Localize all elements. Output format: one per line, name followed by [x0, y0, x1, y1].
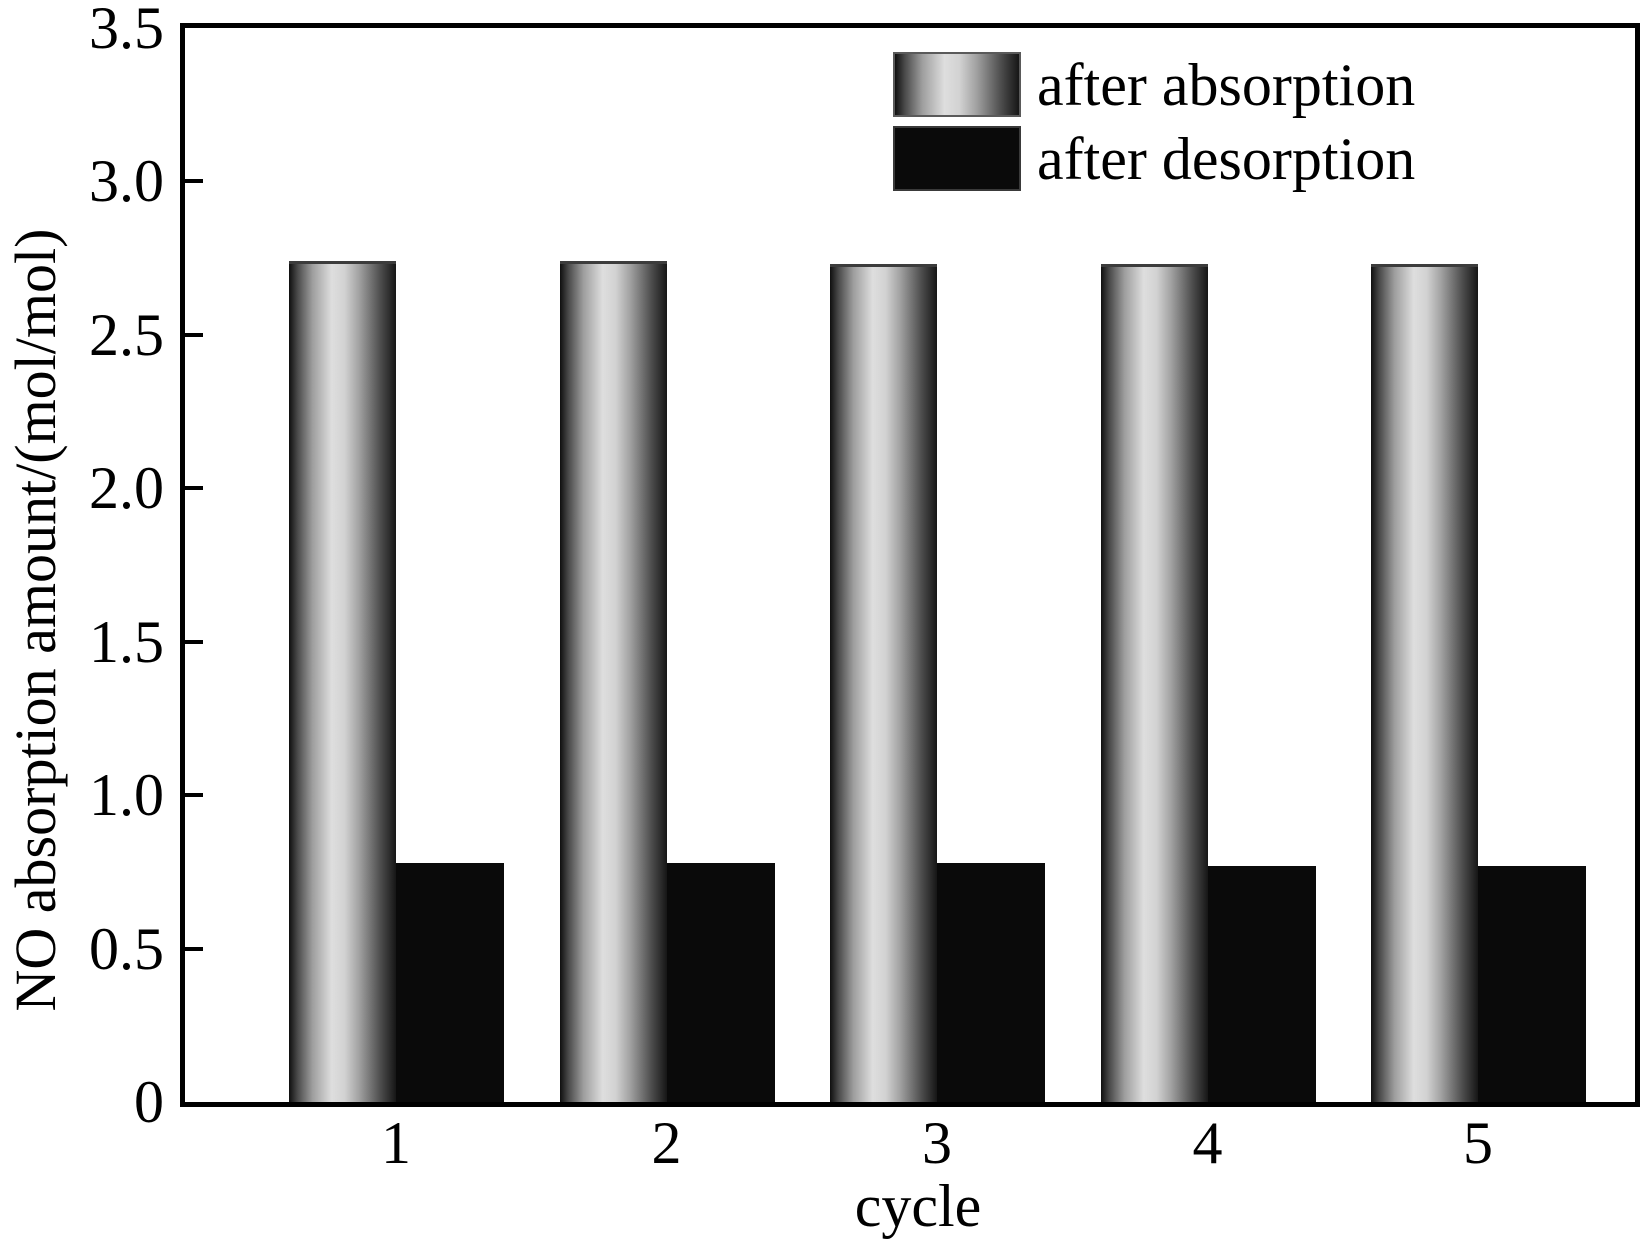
bar-after-absorption-cycle-1: [288, 261, 396, 1102]
legend-swatch-after-desorption: [893, 126, 1021, 191]
bar-after-desorption-cycle-1: [395, 862, 504, 1102]
legend-swatch-after-absorption: [893, 52, 1021, 117]
y-tick-2.0: [185, 486, 203, 491]
x-tick-label-4: 4: [1192, 1110, 1223, 1176]
legend-label-after-desorption: after desorption: [1037, 125, 1416, 192]
bar-after-desorption-cycle-2: [666, 862, 775, 1102]
y-tick-label-0: 0: [134, 1069, 164, 1135]
y-tick-0.5: [185, 946, 203, 951]
x-tick-label-5: 5: [1462, 1110, 1493, 1176]
y-tick-1.5: [185, 639, 203, 644]
y-tick-label-1.5: 1.5: [89, 608, 164, 675]
y-tick-3.0: [185, 179, 203, 184]
y-tick-label-3.5: 3.5: [89, 0, 164, 61]
legend-label-after-absorption: after absorption: [1037, 51, 1416, 118]
y-tick-label-3.0: 3.0: [89, 148, 164, 215]
bar-after-absorption-cycle-5: [1370, 264, 1478, 1102]
bar-after-absorption-cycle-3: [829, 264, 937, 1102]
x-axis-title: cycle: [854, 1173, 982, 1239]
y-tick-label-2.5: 2.5: [89, 301, 164, 368]
legend: after absorption after desorption: [893, 52, 1415, 200]
y-tick-2.5: [185, 332, 203, 337]
x-tick-label-3: 3: [921, 1110, 952, 1176]
bar-after-desorption-cycle-3: [936, 862, 1045, 1102]
x-tick-label-1: 1: [380, 1110, 411, 1176]
bar-after-desorption-cycle-4: [1207, 865, 1316, 1102]
legend-item-after-absorption: after absorption: [893, 52, 1415, 117]
bar-after-absorption-cycle-2: [559, 261, 667, 1102]
legend-item-after-desorption: after desorption: [893, 126, 1415, 191]
x-tick-label-2: 2: [651, 1110, 682, 1176]
bar-after-absorption-cycle-4: [1100, 264, 1208, 1102]
y-tick-1.0: [185, 793, 203, 798]
y-tick-label-1.0: 1.0: [89, 762, 164, 829]
y-tick-label-2.0: 2.0: [89, 455, 164, 522]
y-tick-label-0.5: 0.5: [89, 915, 164, 982]
bar-after-desorption-cycle-5: [1477, 865, 1586, 1102]
plot-area: [180, 23, 1640, 1107]
